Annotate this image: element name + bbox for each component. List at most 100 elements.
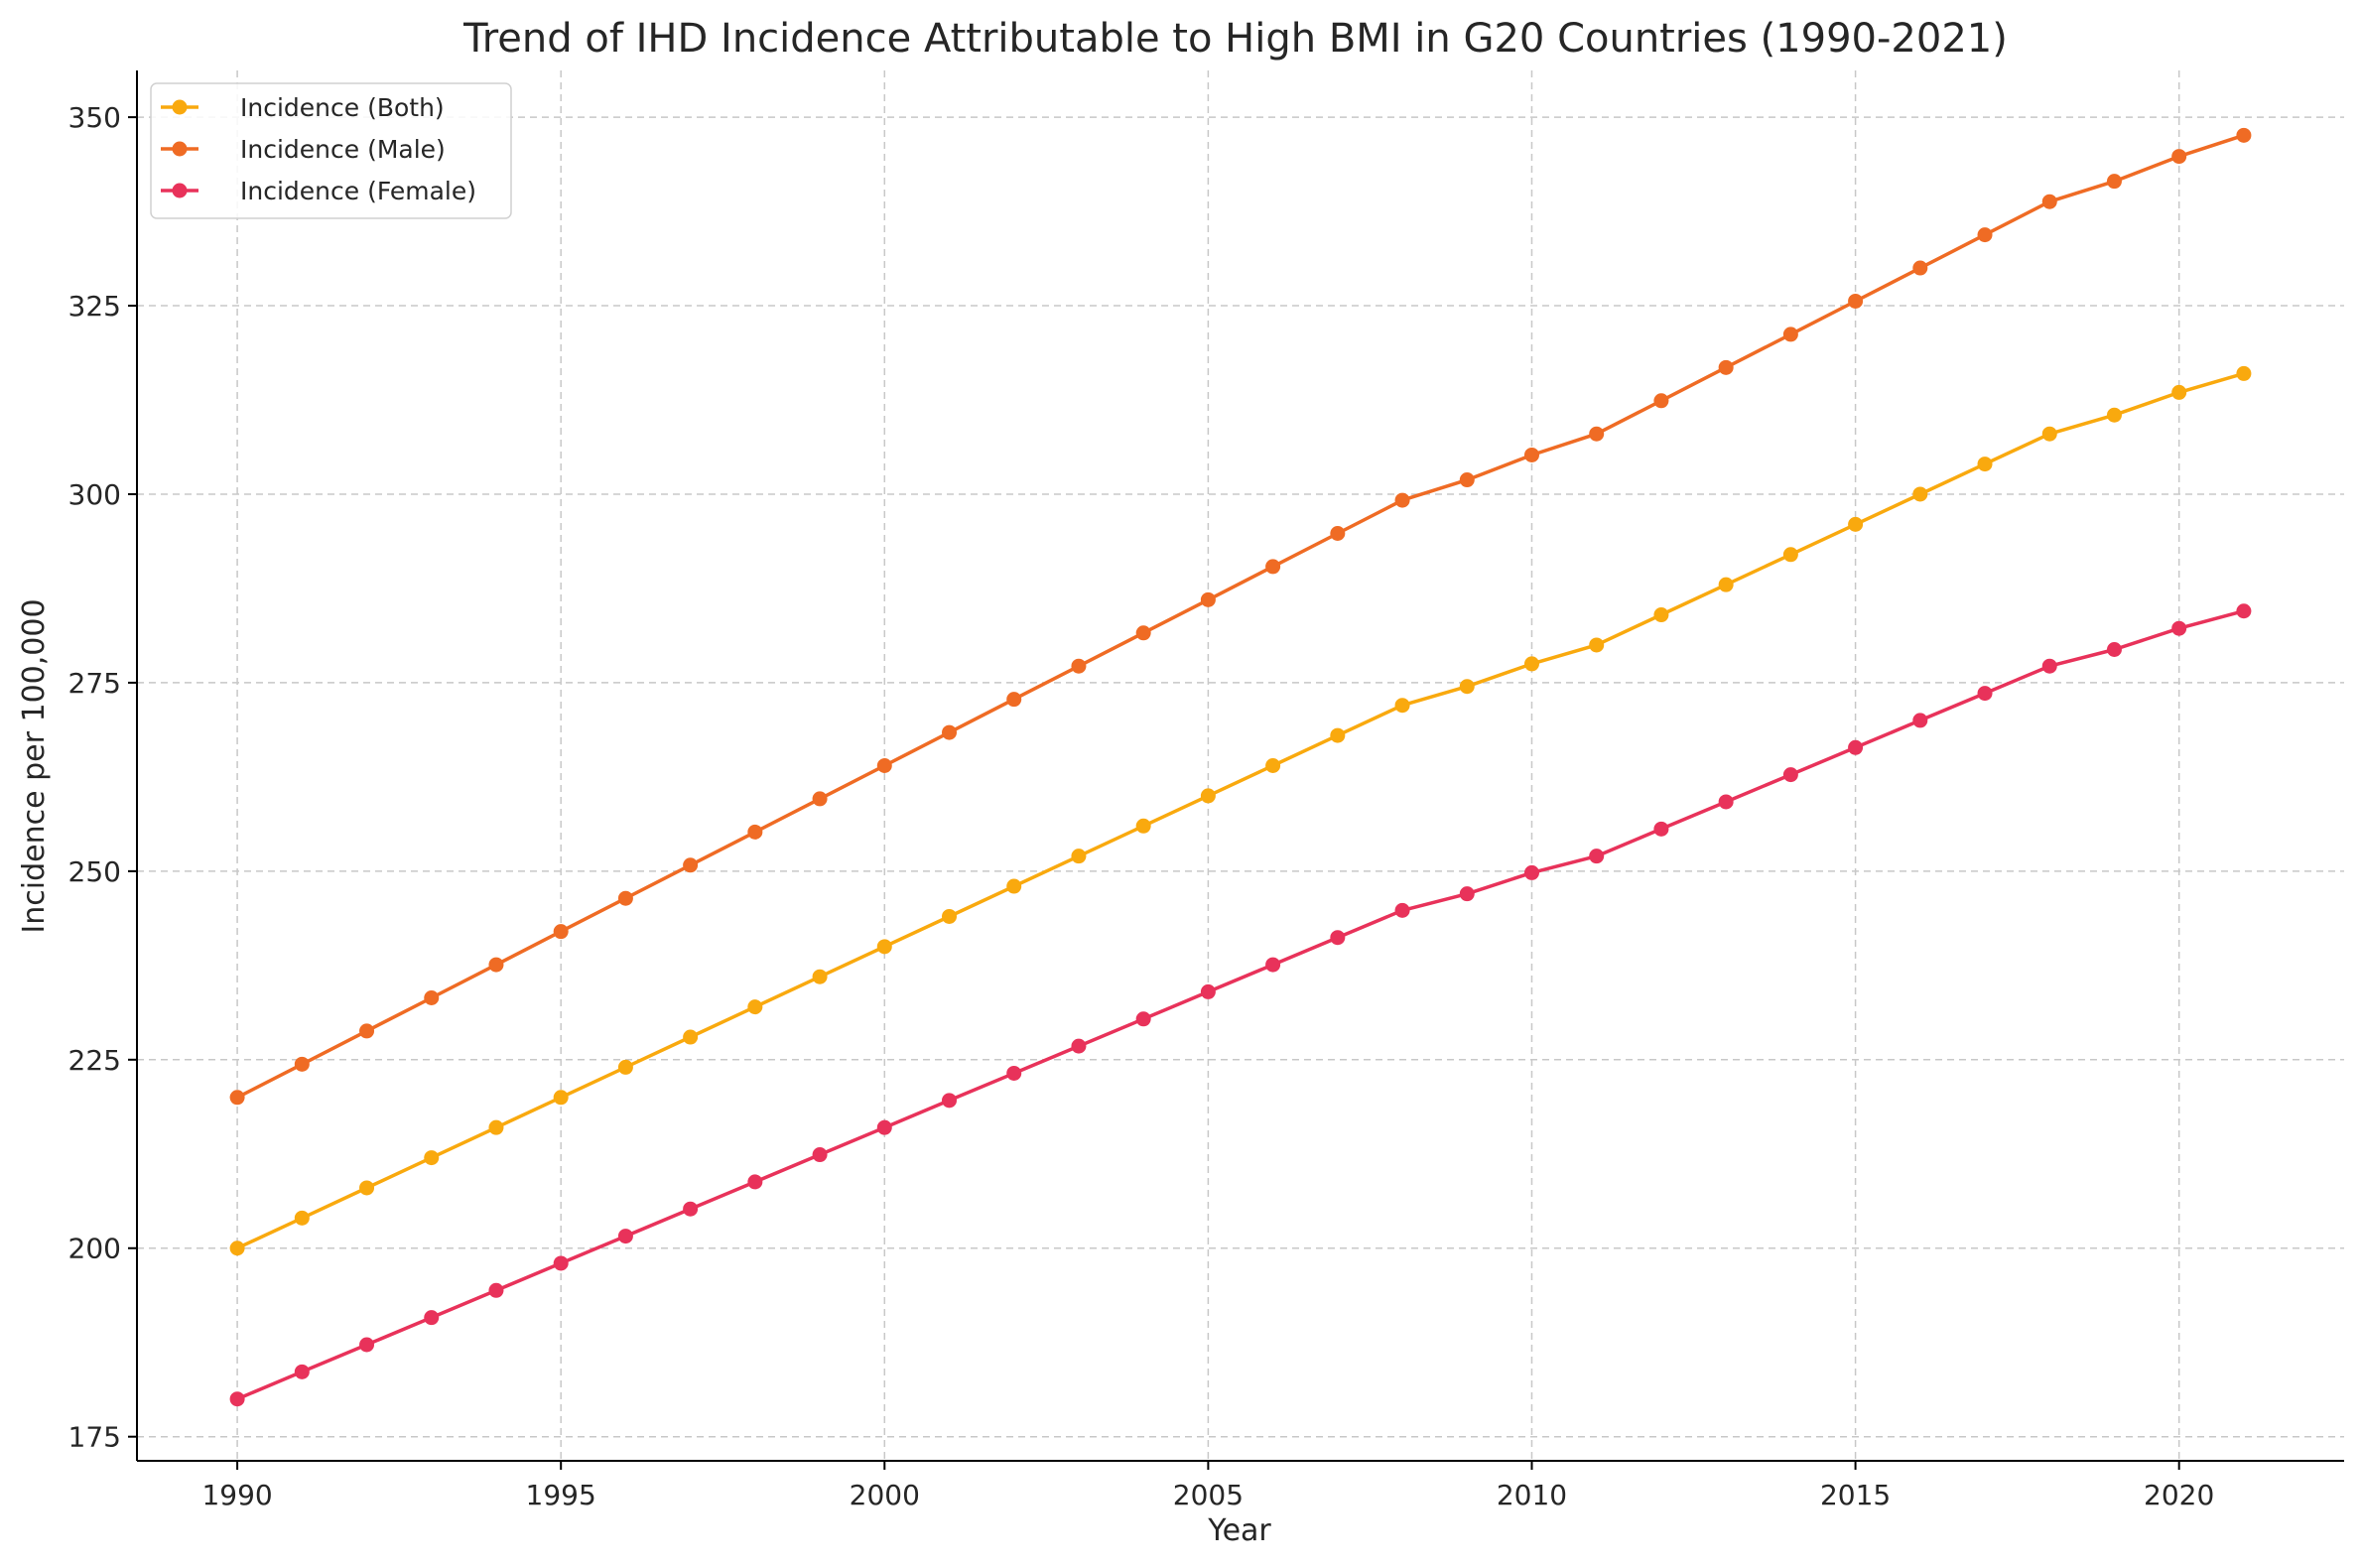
legend-swatch-marker	[172, 183, 188, 198]
axis-ticks: 1990 1995 2000 2005 2010 2015 2020 175 200 225 250…	[68, 101, 2215, 1511]
data-point	[617, 890, 633, 906]
data-point	[1848, 739, 1864, 755]
data-point	[553, 1255, 569, 1271]
data-point	[1330, 930, 1346, 946]
data-point	[942, 1093, 958, 1109]
data-point	[876, 758, 892, 773]
x-tick-label: 2005	[1173, 1479, 1244, 1511]
legend-label: Incidence (Female)	[240, 177, 476, 205]
x-tick-label: 1990	[201, 1479, 272, 1511]
legend-box	[150, 82, 512, 219]
data-point	[1394, 492, 1410, 508]
x-tick-label: 2020	[2144, 1479, 2214, 1511]
data-point	[1523, 864, 1539, 880]
legend-label: Incidence (Male)	[240, 135, 446, 164]
data-point	[553, 1090, 569, 1106]
data-point	[553, 924, 569, 940]
data-point	[229, 1241, 245, 1256]
data-point	[2171, 620, 2187, 636]
y-tick-label: 200	[68, 1233, 121, 1265]
data-point	[1006, 1065, 1022, 1081]
data-point	[1848, 293, 1864, 309]
data-point	[1718, 794, 1734, 810]
data-point	[488, 1119, 504, 1135]
data-point	[1200, 983, 1216, 999]
data-point	[683, 1201, 699, 1217]
data-point	[359, 1023, 375, 1039]
data-point	[1912, 713, 1928, 728]
data-point	[942, 908, 958, 924]
x-axis-label: Year	[1207, 1513, 1271, 1548]
data-point	[1912, 260, 1928, 276]
x-tick-label: 1995	[526, 1479, 596, 1511]
series-line	[236, 609, 2245, 1401]
data-point	[424, 1310, 440, 1326]
data-point	[747, 1174, 763, 1190]
data-point	[1265, 559, 1281, 575]
data-point	[1653, 393, 1669, 409]
data-point	[617, 1229, 633, 1244]
legend-swatch-marker	[172, 141, 188, 157]
data-point	[1782, 327, 1798, 342]
data-point	[1523, 447, 1539, 462]
data-point	[294, 1210, 310, 1226]
y-tick-label: 300	[68, 478, 121, 511]
data-point	[488, 1282, 504, 1298]
gridlines	[137, 70, 2344, 1461]
y-tick-label: 275	[68, 667, 121, 700]
data-point	[812, 791, 828, 807]
data-point	[617, 1059, 633, 1075]
data-point	[359, 1337, 375, 1353]
data-point	[229, 1391, 245, 1407]
data-point	[1718, 359, 1734, 375]
data-point	[2236, 127, 2252, 143]
data-point	[1848, 516, 1864, 532]
data-point	[942, 724, 958, 740]
x-tick-label: 2015	[1820, 1479, 1891, 1511]
data-point	[359, 1180, 375, 1196]
data-point	[683, 1029, 699, 1045]
series-incidence-both	[229, 365, 2252, 1256]
data-point	[1653, 821, 1669, 837]
data-point	[2171, 149, 2187, 165]
data-point	[1718, 577, 1734, 592]
data-point	[1200, 788, 1216, 804]
data-point	[424, 990, 440, 1006]
data-point	[1330, 727, 1346, 743]
data-point	[294, 1056, 310, 1072]
data-point	[1782, 547, 1798, 563]
data-point	[1589, 637, 1605, 653]
data-point	[1265, 758, 1281, 773]
data-point	[1135, 818, 1151, 834]
data-point	[229, 1090, 245, 1106]
data-point	[1071, 849, 1087, 864]
y-tick-label: 225	[68, 1044, 121, 1077]
x-tick-label: 2000	[850, 1479, 920, 1511]
data-point	[1977, 457, 1993, 472]
series-incidence-male	[229, 127, 2252, 1106]
data-point	[1135, 1011, 1151, 1027]
data-point	[2171, 384, 2187, 400]
data-point	[683, 857, 699, 873]
data-point	[1977, 227, 1993, 243]
data-point	[747, 999, 763, 1015]
data-point	[2236, 603, 2252, 619]
data-point	[1653, 607, 1669, 623]
data-point	[812, 969, 828, 984]
data-point	[1782, 767, 1798, 783]
data-point	[1071, 658, 1087, 674]
axes-frame	[136, 70, 2344, 1462]
y-tick-label: 350	[68, 101, 121, 134]
data-point	[1200, 591, 1216, 607]
legend-item: Incidence (Female)	[161, 177, 476, 205]
y-tick-label: 325	[68, 290, 121, 323]
data-point	[1006, 878, 1022, 894]
legend: Incidence (Both) Incidence (Male) Incidenc…	[150, 82, 512, 219]
y-tick-label: 250	[68, 855, 121, 888]
series-line	[236, 371, 2245, 1250]
data-point	[2106, 641, 2122, 657]
legend-item: Incidence (Male)	[161, 135, 446, 164]
series-line	[236, 133, 2245, 1100]
data-point	[488, 957, 504, 973]
